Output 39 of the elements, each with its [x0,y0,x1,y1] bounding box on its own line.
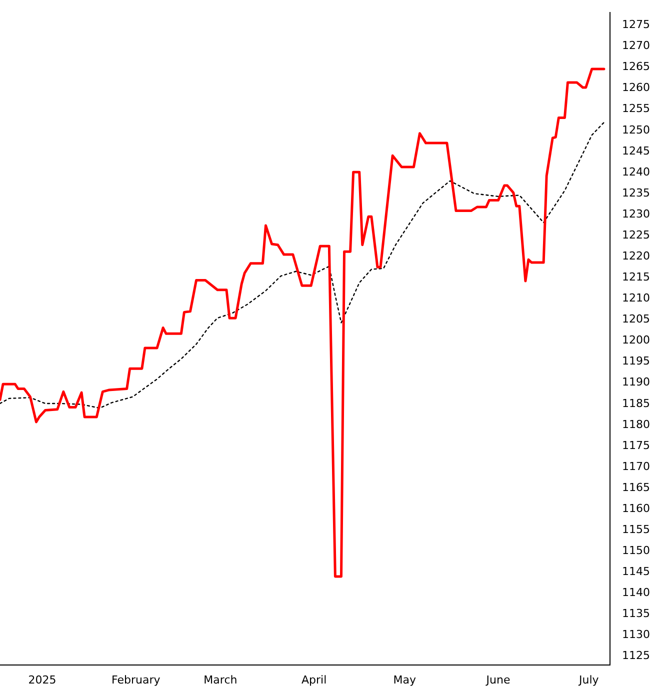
y-tick-label: 1270 [622,39,650,52]
y-tick-label: 1125 [622,649,650,662]
y-tick-label: 1230 [622,207,650,220]
y-tick-label: 1210 [622,292,650,305]
y-tick-label: 1240 [622,165,650,178]
y-tick-label: 1200 [622,334,650,347]
y-tick-label: 1275 [622,18,650,32]
y-tick-label: 1190 [622,376,650,389]
y-tick-label: 1165 [622,480,650,494]
x-tick-label: 2025 [28,673,56,686]
y-tick-label: 1180 [622,418,650,431]
y-tick-label: 1140 [622,586,650,600]
y-tick-label: 1185 [622,396,650,410]
y-tick-label: 1225 [622,228,650,242]
y-tick-label: 1260 [622,81,650,94]
y-tick-label: 1215 [622,270,650,284]
y-tick-label: 1255 [622,102,650,116]
y-tick-label: 1160 [622,502,650,515]
y-tick-label: 1155 [622,523,650,536]
x-tick-label: February [112,673,161,686]
y-tick-label: 1170 [622,460,650,473]
y-tick-label: 1245 [622,144,650,158]
y-tick-label: 1130 [622,628,650,642]
y-tick-label: 1220 [622,250,650,263]
y-tick-label: 1250 [622,123,650,136]
y-tick-label: 1175 [622,438,650,452]
x-tick-label: March [204,673,238,686]
line-series [0,122,605,409]
y-tick-label: 1235 [622,186,650,200]
x-tick-label: May [393,673,417,686]
y-tick-label: 1150 [622,544,650,558]
y-tick-label: 1145 [622,565,650,578]
y-tick-label: 1205 [622,312,650,326]
y-tick-label: 1195 [622,354,650,368]
x-tick-label: July [578,673,600,686]
x-tick-label: April [301,673,327,686]
y-tick-label: 1265 [622,60,650,74]
x-tick-label: June [485,673,510,686]
y-tick-label: 1135 [622,607,650,620]
